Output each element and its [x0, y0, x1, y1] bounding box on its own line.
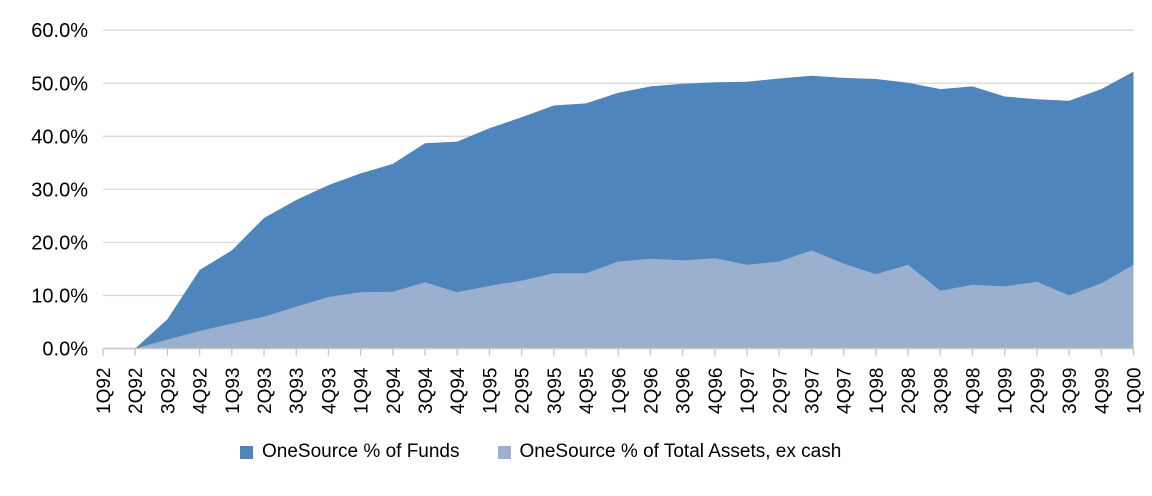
- x-tick-label: 2Q93: [255, 368, 276, 414]
- legend-swatch-assets-icon: [497, 445, 511, 459]
- x-tick-label: 4Q93: [319, 368, 340, 414]
- x-tick-label: 2Q94: [384, 367, 405, 414]
- x-tick-label: 3Q95: [545, 368, 566, 414]
- x-tick-label: 1Q95: [480, 368, 501, 414]
- x-tick-label: 1Q97: [738, 368, 759, 414]
- legend-label-assets: OneSource % of Total Assets, ex cash: [519, 441, 842, 462]
- x-tick-label: 2Q97: [770, 368, 791, 414]
- x-tick-label: 1Q94: [352, 367, 373, 414]
- x-tick-label: 3Q96: [674, 368, 695, 414]
- x-tick-label: 4Q92: [191, 368, 212, 414]
- x-tick-label: 1Q96: [609, 368, 630, 414]
- x-tick-label: 3Q98: [931, 368, 952, 414]
- x-tick-label: 3Q97: [803, 368, 824, 414]
- x-tick-label: 4Q96: [706, 368, 727, 414]
- x-tick-label: 2Q92: [126, 368, 147, 414]
- y-tick-label: 60.0%: [31, 20, 88, 42]
- x-tick-label: 1Q98: [867, 368, 888, 414]
- x-tick-label: 1Q00: [1125, 368, 1146, 414]
- legend-item-assets: OneSource % of Total Assets, ex cash: [497, 441, 842, 463]
- x-tick-label: 1Q99: [996, 368, 1017, 414]
- y-tick-label: 10.0%: [31, 285, 88, 307]
- y-tick-label: 40.0%: [31, 126, 88, 148]
- y-tick-label: 20.0%: [31, 232, 88, 254]
- x-tick-label: 2Q96: [642, 368, 663, 414]
- x-tick-label: 2Q95: [513, 368, 534, 414]
- x-tick-label: 3Q99: [1060, 368, 1081, 414]
- legend-swatch-funds-icon: [240, 445, 253, 459]
- x-tick-label: 1Q93: [223, 368, 244, 414]
- x-tick-label: 3Q94: [416, 367, 437, 414]
- y-tick-label: 0.0%: [42, 339, 88, 361]
- legend-label-funds: OneSource % of Funds: [262, 441, 460, 462]
- legend-item-funds: OneSource % of Funds: [240, 441, 460, 463]
- x-tick-label: 4Q98: [964, 368, 985, 414]
- x-tick-label: 1Q92: [94, 368, 115, 414]
- x-tick-label: 4Q95: [577, 368, 598, 414]
- x-tick-label: 4Q94: [448, 367, 469, 414]
- x-tick-label: 3Q92: [158, 368, 179, 414]
- chart-legend: OneSource % of Funds OneSource % of Tota…: [240, 441, 841, 463]
- area-assets: [103, 250, 1134, 349]
- y-tick-label: 30.0%: [31, 179, 88, 201]
- x-tick-label: 2Q98: [899, 368, 920, 414]
- x-tick-label: 4Q97: [835, 368, 856, 414]
- x-tick-label: 4Q99: [1092, 368, 1113, 414]
- x-tick-label: 3Q93: [287, 368, 308, 414]
- x-tick-label: 2Q99: [1028, 368, 1049, 414]
- y-tick-label: 50.0%: [31, 73, 88, 95]
